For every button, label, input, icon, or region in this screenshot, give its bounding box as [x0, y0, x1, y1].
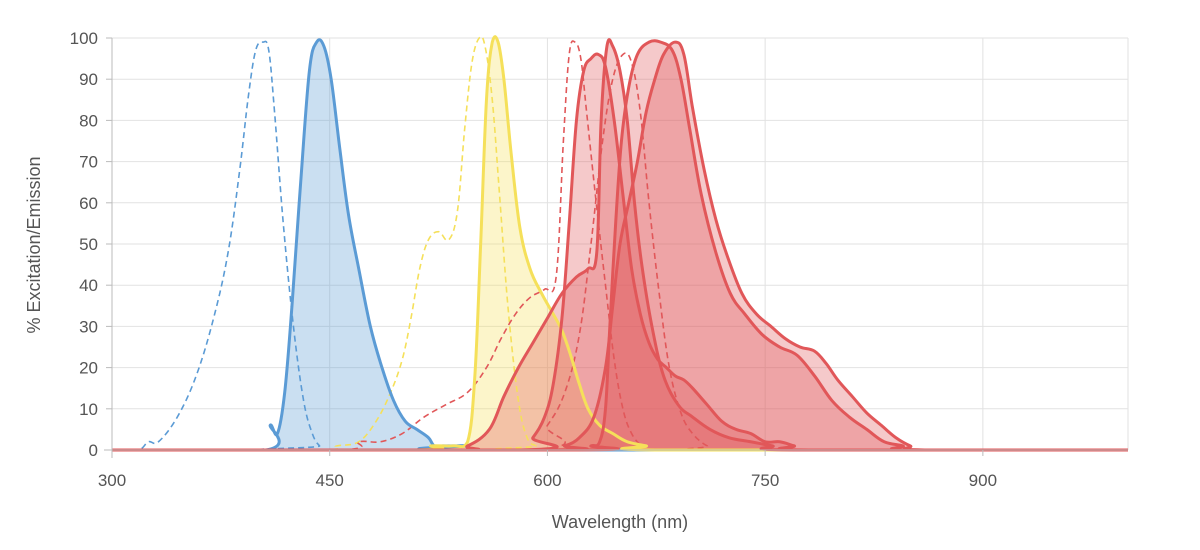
y-tick-label: 30 [79, 317, 98, 336]
y-tick-label: 90 [79, 70, 98, 89]
y-tick-label: 40 [79, 276, 98, 295]
y-axis-title: % Excitation/Emission [24, 156, 44, 333]
y-tick-label: 10 [79, 400, 98, 419]
x-axis-title: Wavelength (nm) [552, 512, 688, 532]
y-tick-label: 50 [79, 235, 98, 254]
y-tick-label: 80 [79, 111, 98, 130]
emission-line-4 [111, 52, 1128, 452]
y-tick-label: 60 [79, 194, 98, 213]
series-layer [111, 35, 1128, 452]
x-tick-label: 450 [316, 471, 344, 490]
x-tick-label: 600 [533, 471, 561, 490]
y-tick-label: 70 [79, 153, 98, 172]
y-tick-label: 100 [70, 29, 98, 48]
emission-line-2 [111, 35, 1128, 452]
emission-area-1 [112, 39, 1128, 450]
x-tick-label: 750 [751, 471, 779, 490]
excitation-line-2 [111, 35, 1128, 451]
excitation-line-4 [111, 52, 1128, 451]
y-tick-label: 0 [89, 441, 98, 460]
excitation-line-1 [111, 40, 1128, 451]
x-tick-label: 300 [98, 471, 126, 490]
emission-line-6 [111, 39, 1128, 452]
emission-line-3 [111, 38, 1128, 452]
emission-line-5 [111, 40, 1128, 452]
x-tick-label: 900 [969, 471, 997, 490]
axis-layer: 0 10 20 30 40 50 60 70 80 90 100 300 450 600 750 900 [70, 29, 1128, 490]
excitation-line-3 [111, 40, 1128, 451]
y-tick-label: 20 [79, 359, 98, 378]
